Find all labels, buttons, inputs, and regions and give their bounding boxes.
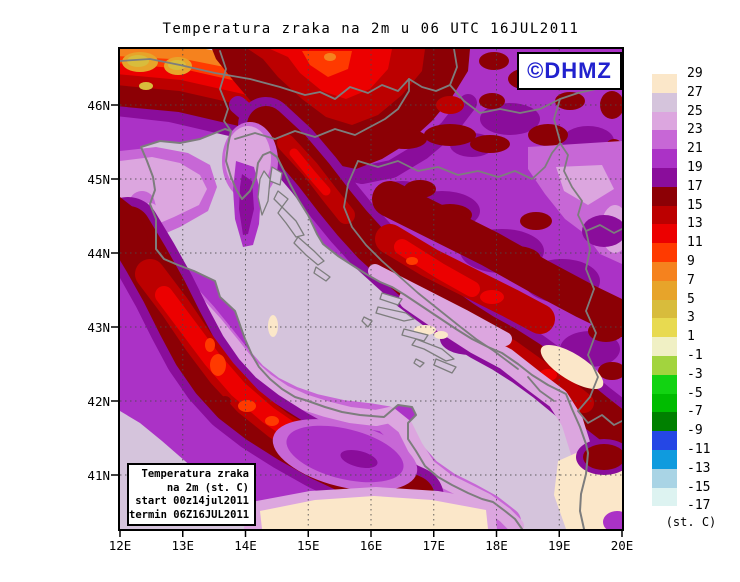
legend-swatch: [652, 261, 677, 281]
legend-swatch: [652, 167, 677, 187]
info-line: na 2m (st. C): [166, 481, 249, 494]
country-borders: [120, 49, 622, 426]
lon-tick-label: 13E: [171, 538, 195, 553]
legend-swatch: [652, 393, 677, 413]
lon-tick-label: 20E: [610, 538, 634, 553]
info-line: start 00z14jul2011: [135, 495, 249, 507]
legend-swatch: [652, 92, 677, 112]
legend-tick-label: -9: [687, 423, 703, 439]
legend-swatch: [652, 149, 677, 168]
legend-swatch: [652, 355, 677, 375]
info-line: termin 06Z16JUL2011: [129, 508, 250, 521]
legend-swatch: [652, 243, 677, 262]
legend-tick-label: 27: [687, 84, 703, 100]
lat-tick-label: 43N: [87, 319, 110, 335]
legend-tick-label: -1: [687, 348, 703, 363]
legend-tick-label: -13: [687, 460, 711, 476]
map-title: Temperatura zraka na 2m u 06 UTC 16JUL20…: [162, 21, 580, 37]
legend-swatch: [652, 111, 677, 131]
gridlines: [120, 49, 622, 529]
legend-swatch: [652, 299, 677, 319]
legend-tick-label: 3: [687, 310, 695, 326]
legend-tick-label: 13: [687, 216, 703, 232]
coastlines: [140, 128, 589, 529]
legend-swatch: [652, 224, 677, 244]
legend-tick-label: -5: [687, 385, 703, 401]
run-info-box: Temperatura zraka na 2m (st. C) start 00…: [127, 463, 256, 526]
legend-tick-label: -15: [687, 479, 711, 495]
legend-swatch: [652, 205, 677, 225]
lon-tick-label: 16E: [359, 538, 383, 553]
lat-tick-label: 42N: [87, 393, 110, 409]
lon-tick-label: 17E: [422, 538, 446, 553]
legend-tick-label: 15: [687, 197, 703, 213]
islands: [257, 166, 457, 374]
lon-tick-label: 14E: [234, 538, 257, 553]
lat-tick-label: 44N: [87, 245, 110, 261]
legend-tick-label: -17: [687, 498, 711, 514]
legend-swatch: [652, 74, 677, 93]
legend-swatch: [652, 449, 677, 469]
legend-tick-label: 25: [687, 103, 703, 119]
legend-tick-label: 9: [687, 254, 695, 269]
lat-tick-label: 45N: [87, 171, 110, 187]
legend-swatch: [652, 337, 677, 356]
lon-tick-label: 15E: [296, 538, 320, 553]
legend-swatch: [652, 468, 677, 488]
temperature-field: [120, 49, 622, 529]
lon-tick-label: 18E: [485, 538, 508, 553]
legend-swatch: [652, 374, 677, 394]
lat-tick-label: 41N: [87, 467, 110, 483]
legend-tick-label: -3: [687, 366, 703, 382]
dhmz-watermark: ©DHMZ: [517, 52, 622, 90]
axis-ticks: [111, 104, 623, 537]
legend-labels: 29 27 25 23 21 19 17 15 13 11 9 7 5 3 1 -1 -3 -5 -7 -9 -11 -1…: [687, 66, 727, 534]
legend-tick-label: 19: [687, 160, 703, 175]
legend-swatch: [652, 130, 677, 150]
legend-tick-label: 21: [687, 141, 703, 157]
legend-tick-label: 5: [687, 291, 695, 307]
lat-tick-label: 46N: [87, 97, 110, 113]
info-line: Temperatura zraka: [141, 468, 249, 480]
legend-tick-label: -11: [687, 442, 711, 457]
legend-swatch: [652, 487, 677, 507]
lon-tick-label: 12E: [108, 538, 132, 553]
legend-swatch: [652, 186, 677, 206]
lon-tick-label: 19E: [547, 538, 571, 553]
legend-tick-label: 29: [687, 66, 703, 81]
legend-swatch: [652, 318, 677, 338]
legend-tick-label: 11: [687, 235, 703, 251]
legend-swatch: [652, 412, 677, 432]
legend-tick-label: 23: [687, 122, 703, 138]
legend-tick-label: -7: [687, 404, 703, 420]
legend-tick-label: 17: [687, 178, 703, 194]
legend-swatch: [652, 431, 677, 450]
legend-swatches: [652, 74, 677, 507]
legend-swatch: [652, 280, 677, 300]
legend-tick-label: 7: [687, 272, 695, 288]
legend-unit-label: (st. C): [665, 515, 717, 529]
legend-tick-label: 1: [687, 329, 695, 345]
